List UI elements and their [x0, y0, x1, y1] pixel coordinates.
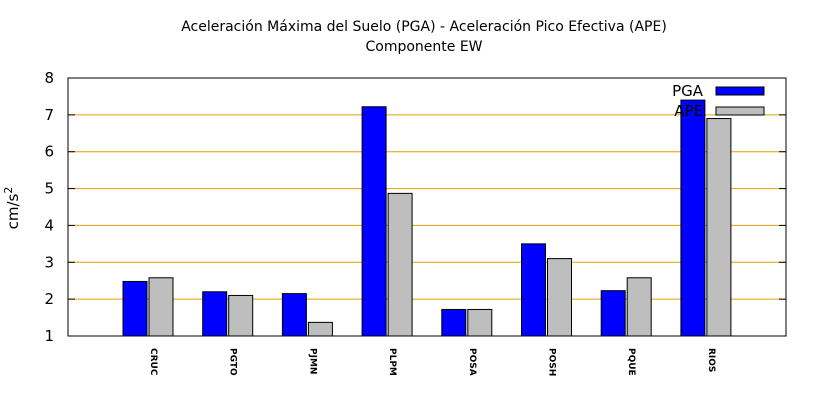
y-tick-label: 7	[44, 106, 54, 124]
bar-ape-posh	[547, 258, 572, 337]
bars-layer	[122, 99, 732, 337]
x-tick-label: PGTO	[228, 348, 238, 376]
y-axis-label-base: cm/s	[4, 193, 22, 229]
y-tick-label: 1	[44, 327, 54, 345]
y-tick-label: 4	[44, 216, 54, 234]
bar-pga-plpm	[361, 106, 387, 337]
x-tick-label: PQUE	[626, 348, 636, 376]
legend-swatch-ape	[715, 106, 765, 116]
x-tick-label: PLPM	[387, 348, 397, 376]
grid-layer	[68, 114, 786, 300]
y-tick-label: 3	[44, 253, 54, 271]
x-tick-label: PJMN	[307, 348, 317, 374]
legend: PGA APE	[672, 82, 765, 120]
y-axis-label: cm/s2	[2, 187, 22, 230]
chart-subtitle: Componente EW	[365, 39, 482, 55]
y-tick-label: 8	[44, 69, 54, 87]
legend-label-ape: APE	[674, 102, 703, 120]
bar-pga-pjmn	[281, 293, 307, 337]
bar-pga-pgto	[202, 291, 228, 337]
bar-ape-rios	[706, 118, 732, 337]
bar-pga-posa	[441, 308, 467, 337]
svg-text:cm/s2: cm/s2	[2, 187, 22, 230]
x-tick-label: RIOS	[706, 348, 716, 372]
legend-label-pga: PGA	[672, 82, 704, 100]
legend-swatch-pga	[715, 86, 765, 96]
y-axis-label-exponent: 2	[2, 187, 15, 194]
y-axis-ticks: 1 2 3 4 5 6 7 8	[44, 69, 786, 345]
bar-pga-posh	[521, 243, 546, 337]
plot-frame	[67, 77, 787, 337]
bar-ape-pgto	[228, 294, 254, 337]
x-tick-label: POSA	[467, 348, 477, 376]
y-tick-label: 6	[44, 143, 54, 161]
x-tick-label: CRUC	[148, 348, 158, 376]
y-tick-label: 2	[44, 290, 54, 308]
bar-ape-posa	[467, 308, 493, 337]
x-axis-ticks: CRUC PGTO PJMN PLPM POSA POSH PQUE RIOS	[148, 348, 716, 376]
bar-pga-pque	[600, 290, 626, 337]
bar-ape-cruc	[148, 277, 174, 337]
bar-ape-pque	[626, 277, 652, 337]
chart-title: Aceleración Máxima del Suelo (PGA) - Ace…	[181, 19, 667, 35]
bar-pga-rios	[680, 99, 706, 337]
bar-ape-pjmn	[307, 321, 333, 337]
bar-pga-cruc	[122, 280, 148, 337]
bar-ape-plpm	[387, 192, 413, 337]
x-tick-label: POSH	[547, 348, 557, 376]
y-tick-label: 5	[44, 180, 54, 198]
